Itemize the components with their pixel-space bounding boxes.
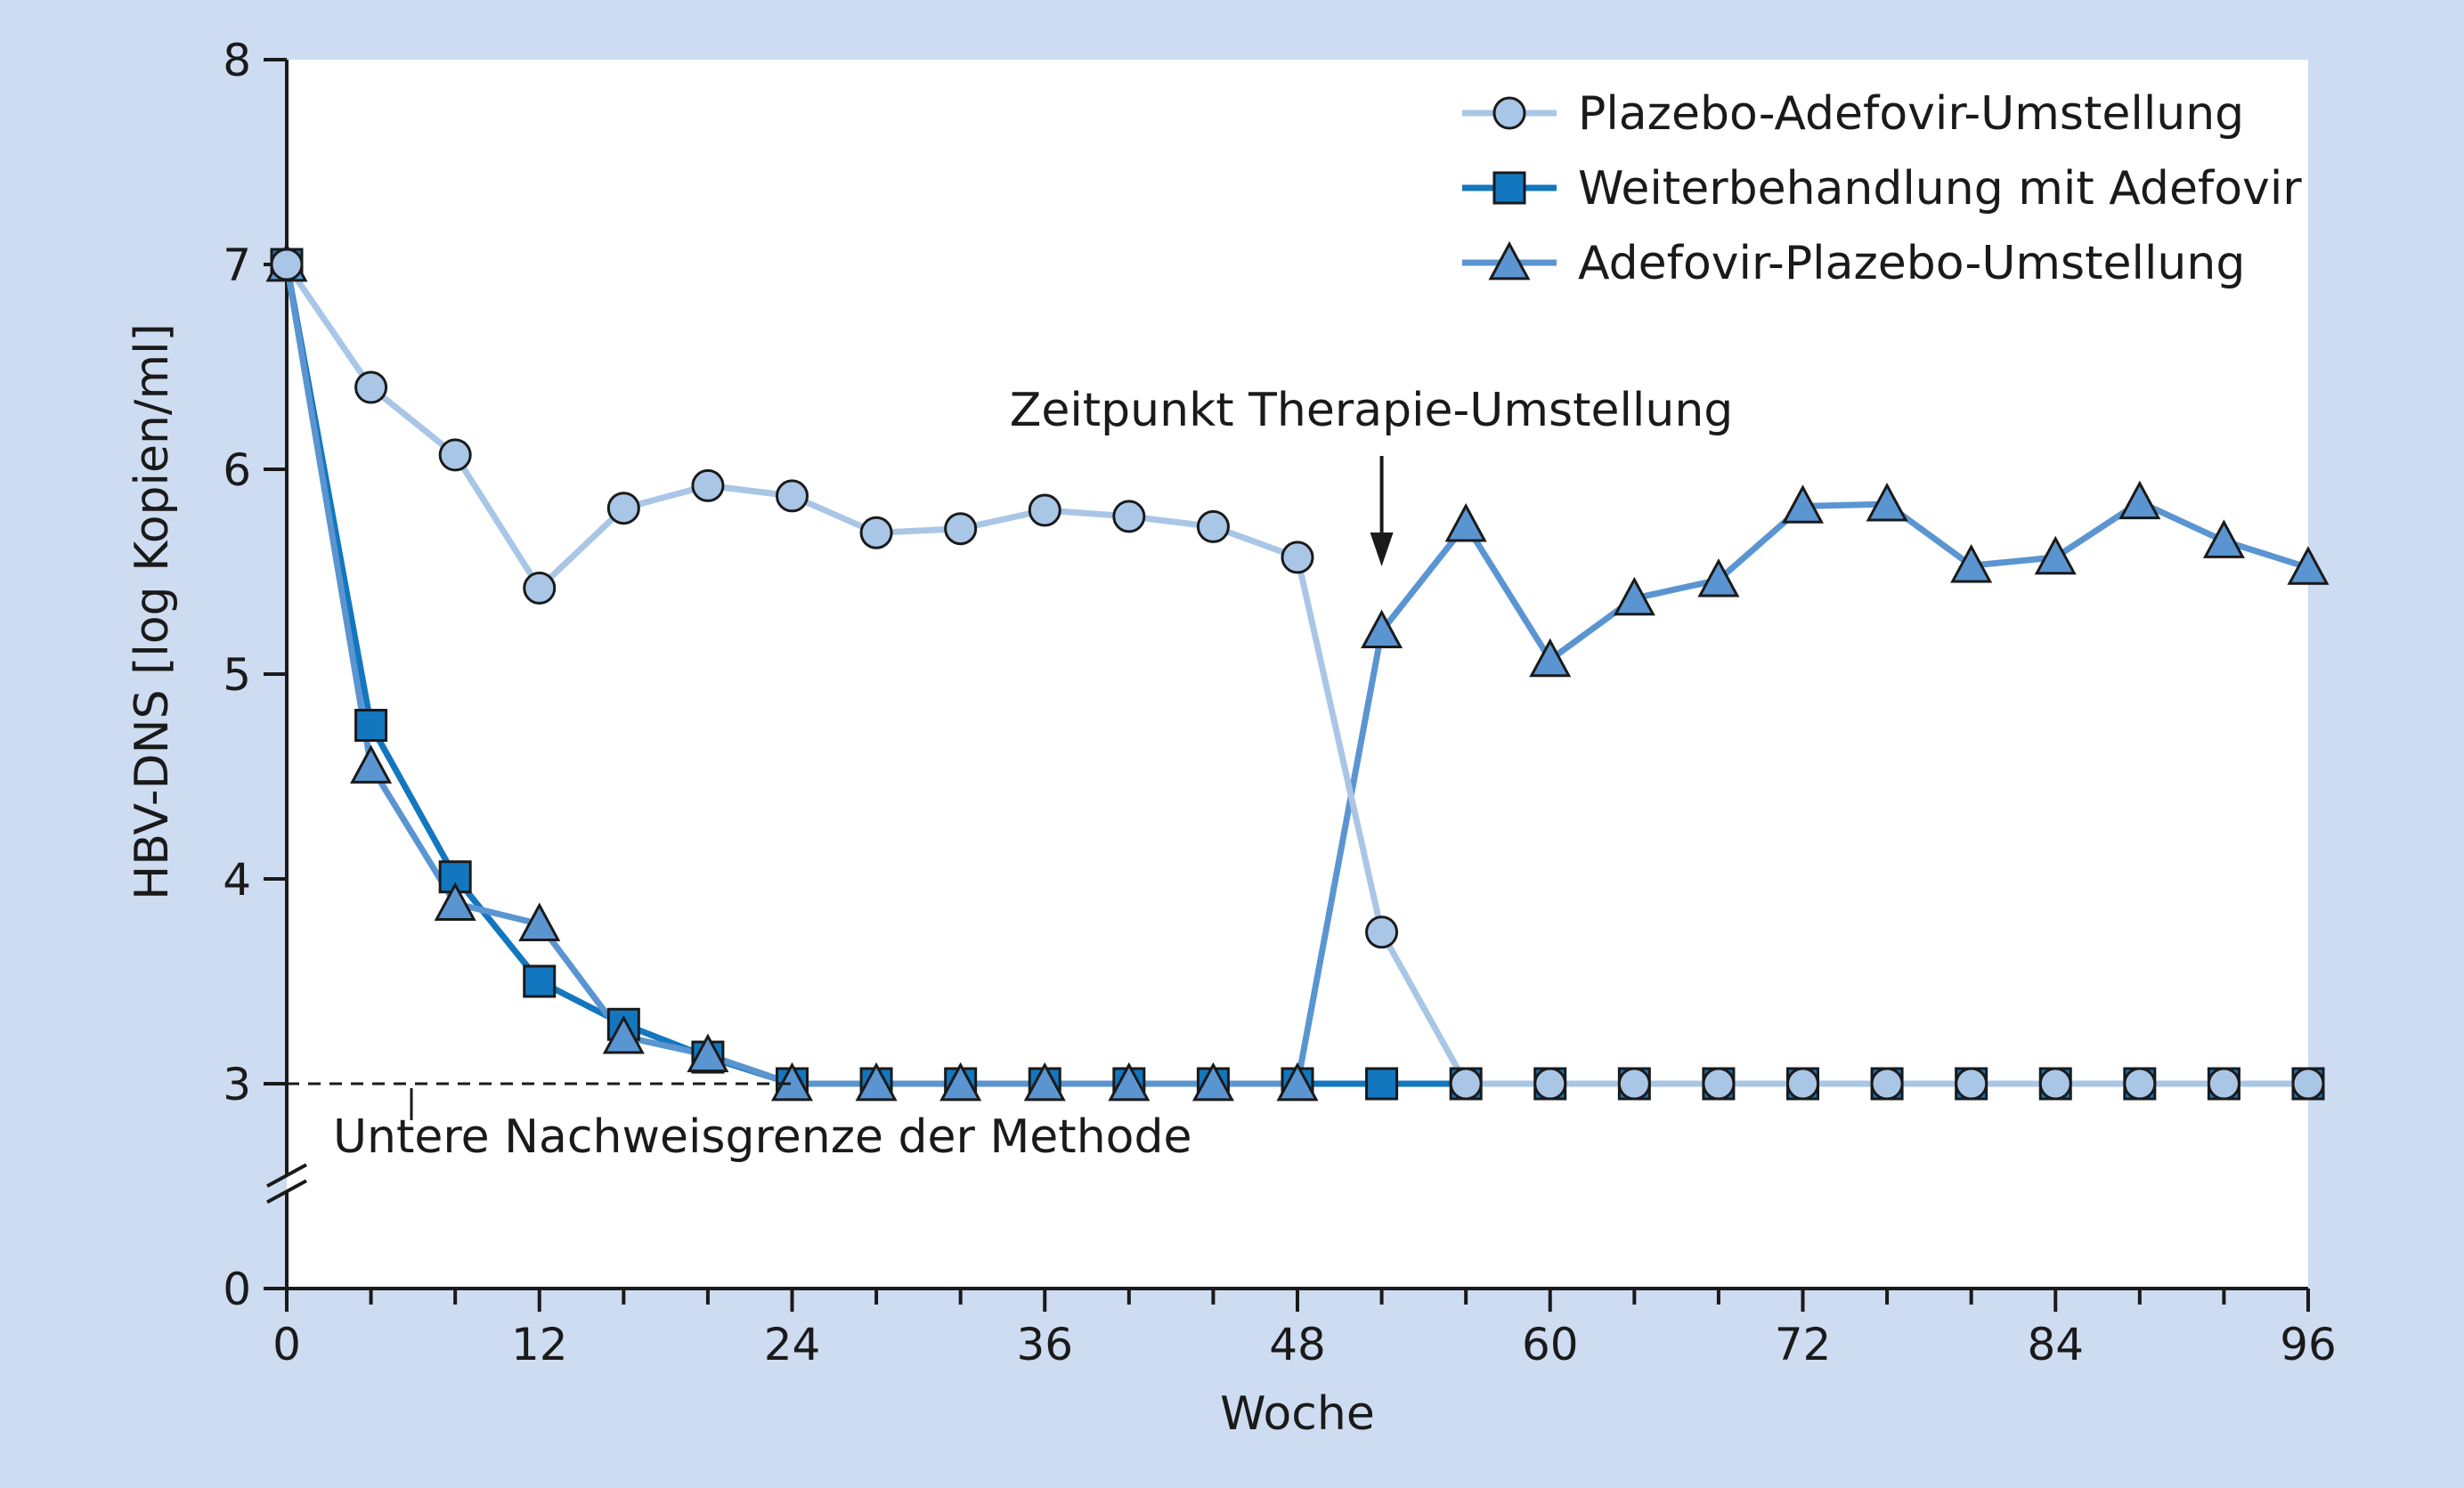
data-point-triangle bbox=[1276, 1061, 1319, 1102]
data-point-triangle bbox=[1866, 482, 1908, 522]
data-point-circle bbox=[270, 248, 304, 281]
data-point-circle bbox=[944, 512, 978, 546]
legend-label: Adefovir-Plazebo-Umstellung bbox=[1578, 237, 2245, 290]
x-tick-label: 12 bbox=[511, 1319, 568, 1370]
data-point-circle bbox=[1449, 1067, 1483, 1101]
data-point-circle bbox=[1955, 1067, 1988, 1101]
y-tick-label: 5 bbox=[223, 649, 251, 701]
data-point-circle bbox=[2038, 1067, 2072, 1101]
data-point-triangle bbox=[1613, 576, 1655, 616]
y-tick-label: 3 bbox=[223, 1059, 251, 1110]
data-point-triangle bbox=[770, 1061, 814, 1102]
legend-label: Weiterbehandlung mit Adefovir bbox=[1578, 162, 2302, 215]
y-tick-label: 7 bbox=[223, 240, 251, 291]
data-point-triangle bbox=[1191, 1061, 1234, 1102]
legend-marker-square bbox=[1492, 171, 1526, 205]
x-tick-label: 48 bbox=[1269, 1319, 1326, 1370]
data-point-circle bbox=[1870, 1067, 1904, 1101]
data-point-triangle bbox=[350, 744, 393, 784]
data-point-circle bbox=[2291, 1067, 2325, 1101]
data-point-square bbox=[523, 964, 557, 998]
data-point-circle bbox=[2123, 1067, 2157, 1101]
data-point-triangle bbox=[602, 1014, 645, 1054]
data-point-circle bbox=[354, 370, 388, 404]
data-point-circle bbox=[523, 571, 557, 605]
data-point-triangle bbox=[1529, 638, 1572, 678]
data-point-triangle bbox=[2034, 535, 2077, 575]
data-point-circle bbox=[1112, 500, 1146, 533]
data-point-circle bbox=[1786, 1067, 1819, 1101]
x-tick-label: 24 bbox=[764, 1319, 821, 1370]
x-tick-label: 0 bbox=[272, 1319, 301, 1370]
legend-marker-circle bbox=[1492, 96, 1526, 130]
data-point-circle bbox=[438, 438, 472, 472]
data-point-circle bbox=[1702, 1067, 1736, 1101]
data-point-circle bbox=[1533, 1067, 1567, 1101]
y-axis-title: HBV-DNS [log Kopien/ml] bbox=[126, 323, 179, 900]
therapy-switch-label: Zeitpunkt Therapie-Umstellung bbox=[1010, 384, 1734, 437]
data-point-triangle bbox=[1108, 1061, 1151, 1102]
data-point-circle bbox=[691, 468, 725, 502]
data-point-triangle bbox=[1361, 609, 1403, 649]
x-tick-label: 60 bbox=[1522, 1319, 1579, 1370]
data-point-triangle bbox=[2118, 480, 2161, 520]
data-point-circle bbox=[1196, 509, 1230, 543]
data-point-triangle bbox=[518, 902, 561, 941]
data-point-triangle bbox=[1444, 502, 1487, 542]
data-point-triangle bbox=[855, 1061, 898, 1102]
data-point-circle bbox=[776, 479, 809, 513]
x-tick-label: 84 bbox=[2027, 1319, 2084, 1370]
y-tick-label: 4 bbox=[223, 854, 251, 906]
data-point-square bbox=[1365, 1067, 1399, 1101]
data-point-circle bbox=[1617, 1067, 1651, 1101]
data-point-circle bbox=[859, 516, 893, 549]
y-tick-label: 8 bbox=[223, 35, 251, 86]
data-point-circle bbox=[1365, 915, 1399, 949]
data-point-triangle bbox=[939, 1061, 982, 1102]
x-tick-label: 36 bbox=[1016, 1319, 1073, 1370]
data-point-triangle bbox=[1697, 558, 1740, 598]
data-point-circle bbox=[1281, 541, 1314, 574]
x-tick-label: 72 bbox=[1775, 1319, 1832, 1370]
y-axis-break-mark bbox=[266, 1163, 307, 1188]
data-point-triangle bbox=[1781, 484, 1825, 524]
y-axis-break-mark bbox=[266, 1179, 307, 1204]
data-point-triangle bbox=[1023, 1061, 1066, 1102]
x-axis-title: Woche bbox=[1220, 1387, 1375, 1441]
legend-label: Plazebo-Adefovir-Umstellung bbox=[1578, 87, 2244, 141]
data-point-triangle bbox=[687, 1033, 729, 1073]
data-point-triangle bbox=[2202, 519, 2245, 558]
therapy-switch-arrowhead bbox=[1370, 533, 1394, 566]
detection-limit-label: Untere Nachweisgrenze der Methode bbox=[333, 1110, 1191, 1164]
data-point-triangle bbox=[2287, 546, 2330, 585]
data-point-circle bbox=[1028, 493, 1061, 527]
x-tick-label: 96 bbox=[2280, 1319, 2337, 1370]
data-point-triangle bbox=[1950, 543, 1993, 583]
legend-marker-triangle bbox=[1488, 240, 1531, 281]
data-point-triangle bbox=[434, 882, 476, 921]
y-tick-label: 0 bbox=[223, 1264, 251, 1315]
data-point-circle bbox=[606, 492, 640, 525]
data-point-circle bbox=[2207, 1067, 2240, 1101]
y-tick-label: 6 bbox=[223, 444, 251, 496]
data-point-square bbox=[354, 709, 388, 742]
